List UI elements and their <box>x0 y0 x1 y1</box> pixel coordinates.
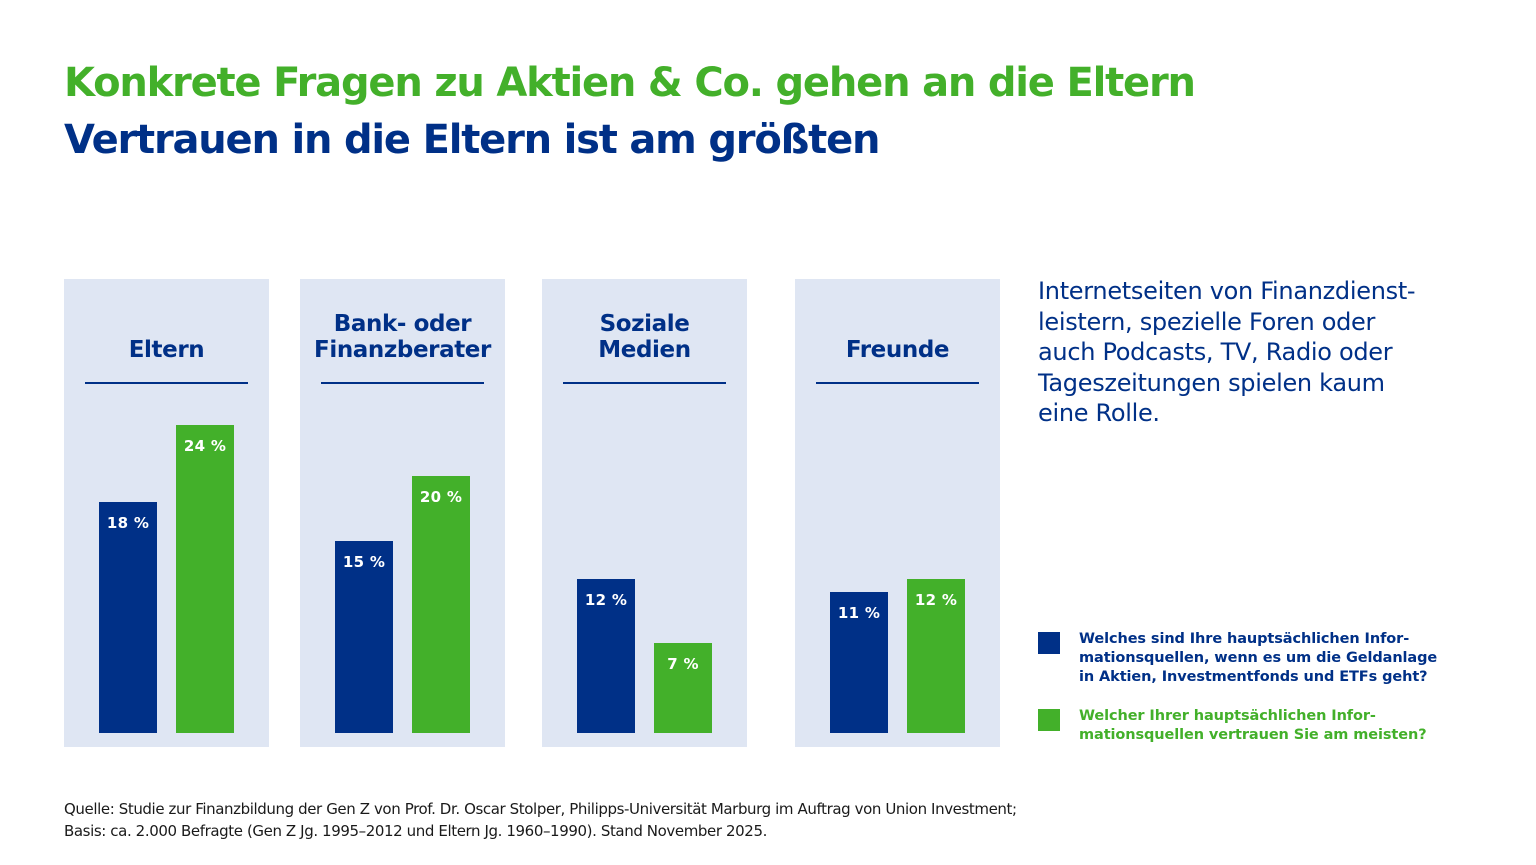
category-label-line: Bank- oder <box>333 311 472 337</box>
category-panel: Soziale Medien 12 % 7 % <box>542 279 747 747</box>
bar-information-source: 11 % <box>830 591 888 733</box>
bar-value-label: 12 % <box>584 591 628 609</box>
legend-label-line: Welches sind Ihre hauptsächlichen Infor- <box>1079 631 1410 647</box>
category-divider <box>85 382 248 384</box>
legend-item-trust: Welcher Ihrer hauptsächlichen Infor- mat… <box>1038 707 1427 745</box>
note-text: Internetseiten von Finanzdienst- leister… <box>1038 276 1458 429</box>
legend-label-line: in Aktien, Investmentfonds und ETFs geht… <box>1079 669 1428 685</box>
legend-swatch-blue <box>1038 632 1060 654</box>
bar-information-source: 18 % <box>99 502 157 733</box>
category-label: Freunde <box>795 309 1000 363</box>
bar-trust: 24 % <box>176 425 234 733</box>
category-panel: Eltern 18 % 24 % <box>64 279 269 747</box>
note-line: eine Rolle. <box>1038 399 1160 427</box>
note-line: Internetseiten von Finanzdienst- <box>1038 277 1416 305</box>
category-label: Eltern <box>64 309 269 363</box>
category-divider <box>321 382 484 384</box>
bar-value-label: 7 % <box>667 655 699 674</box>
bar-information-source: 15 % <box>335 540 393 733</box>
note-line: Tageszeitungen spielen kaum <box>1038 368 1385 397</box>
source-note: Quelle: Studie zur Finanzbildung der Gen… <box>64 798 1017 842</box>
legend-label: Welches sind Ihre hauptsächlichen Infor-… <box>1079 630 1437 687</box>
bar-value-label: 24 % <box>183 437 227 455</box>
chart-title: Konkrete Fragen zu Aktien & Co. gehen an… <box>64 60 1196 106</box>
category-label-line: Medien <box>598 337 691 363</box>
category-panel: Bank- oder Finanzberater 15 % 20 % <box>300 279 505 747</box>
bar-value-label: 12 % <box>914 591 958 609</box>
legend-label-line: mationsquellen vertrauen Sie am meisten? <box>1079 727 1427 743</box>
chart-subtitle: Vertrauen in die Eltern ist am größten <box>64 117 881 163</box>
source-line: Quelle: Studie zur Finanzbildung der Gen… <box>64 800 1017 818</box>
category-label-line: Soziale <box>599 311 690 337</box>
source-line: Basis: ca. 2.000 Befragte (Gen Z Jg. 199… <box>64 822 767 840</box>
bar-value-label: 20 % <box>419 488 463 507</box>
category-label: Bank- oder Finanzberater <box>300 309 505 363</box>
bar-information-source: 12 % <box>577 579 635 733</box>
bar-value-label: 18 % <box>106 514 150 532</box>
note-line: auch Podcasts, TV, Radio oder <box>1038 338 1393 366</box>
category-label: Soziale Medien <box>542 309 747 363</box>
bar-value-label: 15 % <box>342 552 386 571</box>
bar-trust: 20 % <box>412 476 470 733</box>
legend-label: Welcher Ihrer hauptsächlichen Infor- mat… <box>1079 707 1427 745</box>
category-panel: Freunde 11 % 12 % <box>795 279 1000 747</box>
bar-trust: 12 % <box>907 579 965 733</box>
category-divider <box>816 382 979 384</box>
category-label-line: Finanzberater <box>314 337 491 363</box>
bar-trust: 7 % <box>654 643 712 733</box>
category-divider <box>563 382 726 384</box>
legend-swatch-green <box>1038 709 1060 731</box>
bar-value-label: 11 % <box>837 603 881 622</box>
legend-item-information-sources: Welches sind Ihre hauptsächlichen Infor-… <box>1038 630 1437 687</box>
legend-label-line: mationsquellen, wenn es um die Geldanlag… <box>1079 650 1438 666</box>
note-line: leistern, spezielle Foren oder <box>1038 307 1376 336</box>
category-label-line: Freunde <box>845 337 950 363</box>
legend-label-line: Welcher Ihrer hauptsächlichen Infor- <box>1079 708 1376 724</box>
category-label-line: Eltern <box>128 337 205 363</box>
